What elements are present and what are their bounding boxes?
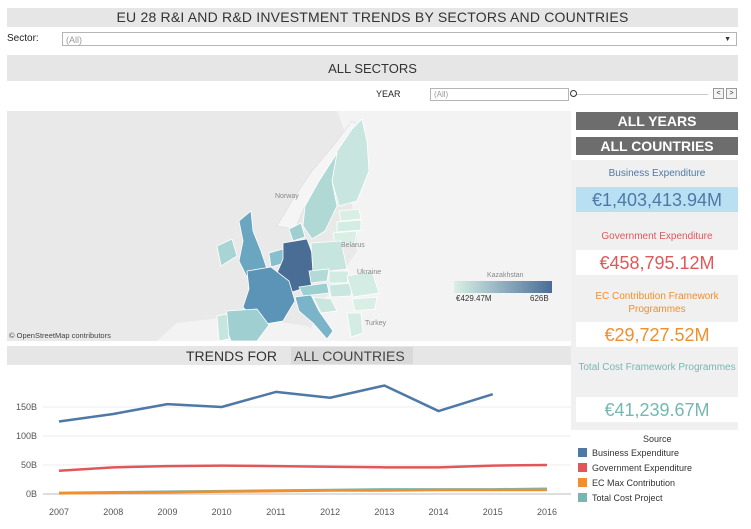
x-tick-label: 2014 [429, 507, 449, 517]
trends-label: TRENDS FOR [186, 348, 277, 364]
y-tick-label: 150B [16, 402, 37, 412]
trends-header-bar [7, 346, 571, 365]
series-line[interactable] [58, 384, 494, 423]
legend-swatch [578, 478, 587, 487]
all-years-banner: ALL YEARS [576, 112, 738, 130]
map-label-kazakhstan: Kazakhstan [487, 272, 524, 279]
europe-choropleth-map[interactable]: Norway Belarus Ukraine Kazakhstan Turkey… [7, 111, 571, 341]
map-label-turkey: Turkey [365, 320, 387, 327]
kpi-business-value: €1,403,413.94M [576, 187, 738, 212]
series-line[interactable] [58, 488, 547, 495]
sector-filter-dropdown[interactable]: (All) ▼ [62, 32, 737, 46]
sector-filter-value: (All) [66, 35, 82, 45]
all-countries-banner: ALL COUNTRIES [576, 137, 738, 155]
map-label-norway: Norway [275, 193, 299, 200]
legend-title: Source [643, 434, 672, 444]
legend-item-ec-max[interactable]: EC Max Contribution [578, 478, 675, 489]
legend-item-government[interactable]: Government Expenditure [578, 463, 692, 474]
x-tick-label: 2008 [103, 507, 123, 517]
legend-swatch [578, 448, 587, 457]
dashboard-title: EU 28 R&I AND R&D INVESTMENT TRENDS BY S… [7, 8, 738, 27]
x-tick-label: 2011 [266, 507, 285, 517]
legend-item-business[interactable]: Business Expenditure [578, 448, 679, 459]
y-tick-label: 50B [21, 460, 37, 470]
map-label-ukraine: Ukraine [357, 269, 381, 276]
sector-filter-label: Sector: [7, 33, 39, 44]
kpi-government-value: €458,795.12M [576, 250, 738, 275]
year-prev-button[interactable]: < [713, 88, 724, 99]
x-tick-label: 2015 [483, 507, 503, 517]
legend-swatch [578, 463, 587, 472]
year-slider-track[interactable] [573, 94, 708, 95]
kpi-government-label: Government Expenditure [601, 231, 713, 242]
trends-country-value: ALL COUNTRIES [291, 347, 413, 364]
x-tick-label: 2009 [157, 507, 177, 517]
year-filter-label: YEAR [376, 89, 401, 99]
sector-banner: ALL SECTORS [7, 55, 738, 81]
series-line[interactable] [58, 463, 548, 473]
map-color-legend [454, 281, 552, 293]
x-tick-label: 2013 [374, 507, 394, 517]
y-tick-label: 100B [16, 431, 37, 441]
map-attribution[interactable]: © OpenStreetMap contributors [9, 331, 111, 340]
year-next-button[interactable]: > [726, 88, 737, 99]
map-legend-min: €429.47M [456, 294, 492, 303]
kpi-total-cost-label: Total Cost Framework Programmes [578, 362, 736, 373]
year-filter-input[interactable]: (All) [430, 88, 569, 101]
x-tick-label: 2007 [49, 507, 69, 517]
kpi-business-label: Business Expenditure [608, 168, 706, 179]
x-tick-label: 2016 [537, 507, 557, 517]
kpi-ec-contribution-label: EC Contribution Framework Programmes [595, 291, 719, 315]
x-tick-label: 2012 [320, 507, 340, 517]
legend-swatch [578, 493, 587, 502]
kpi-total-cost-value: €41,239.67M [576, 397, 738, 422]
legend-item-total-cost[interactable]: Total Cost Project [578, 493, 663, 504]
map-legend-max: 626B [530, 294, 549, 303]
y-tick-label: 0B [26, 489, 37, 499]
dropdown-arrow-icon: ▼ [724, 36, 731, 43]
map-label-belarus: Belarus [341, 242, 365, 249]
trends-line-chart[interactable]: 0B 50B 100B 150B 2007 2008 2009 2010 2011 2012 201… [7, 368, 571, 524]
x-tick-label: 2010 [212, 507, 232, 517]
year-slider-handle[interactable] [570, 90, 577, 97]
kpi-ec-contribution-value: €29,727.52M [576, 322, 738, 347]
